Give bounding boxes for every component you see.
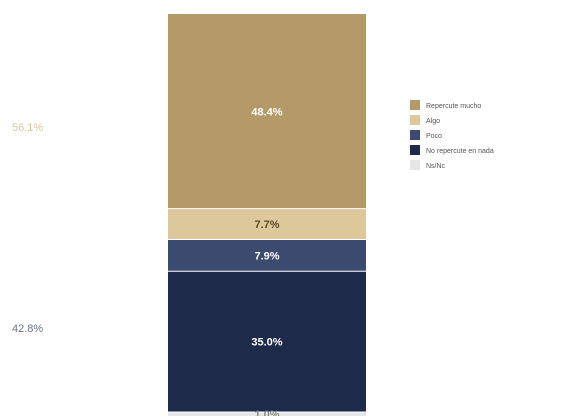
bar-segment-repercute-mucho	[168, 14, 366, 209]
segment-label-no-repercute-en-nada: 35.0%	[251, 337, 282, 349]
legend-label-no-repercute-en-nada: No repercute en nada	[426, 148, 494, 155]
legend: Repercute mucho Algo Poco No repercute en n…	[410, 100, 494, 170]
legend-swatch-ns-nc	[410, 160, 420, 170]
legend-label-poco: Poco	[426, 133, 442, 140]
bar-segments	[168, 14, 366, 416]
segment-label-ns-nc: 1.0%	[254, 409, 279, 416]
segment-label-repercute-mucho: 48.4%	[251, 106, 282, 118]
bar-segment-poco	[168, 239, 366, 272]
legend-swatch-poco	[410, 130, 420, 140]
legend-swatch-no-repercute-en-nada	[410, 145, 420, 155]
segment-label-poco: 7.9%	[254, 250, 279, 262]
legend-label-algo: Algo	[426, 118, 440, 125]
bar-segment-algo	[168, 208, 366, 240]
group-total-label-2: 42.8%	[12, 323, 43, 335]
bar-segment-ns-nc	[168, 411, 366, 416]
legend-label-repercute-mucho: Repercute mucho	[426, 103, 481, 110]
legend-swatch-repercute-mucho	[410, 100, 420, 110]
legend-label-ns-nc: Ns/Nc	[426, 163, 446, 170]
legend-swatch-algo	[410, 115, 420, 125]
segment-labels: 48.4% 7.7% 7.9% 35.0% 1.0%	[251, 106, 282, 416]
group-total-labels: 56.1% 42.8%	[12, 122, 43, 335]
bar-segment-no-repercute-en-nada	[168, 271, 366, 412]
segment-label-algo: 7.7%	[254, 219, 279, 231]
group-total-label-1: 56.1%	[12, 122, 43, 134]
